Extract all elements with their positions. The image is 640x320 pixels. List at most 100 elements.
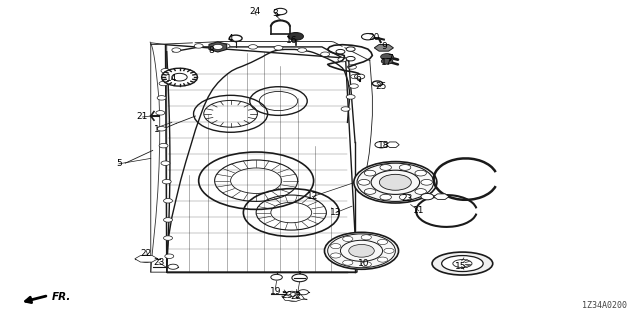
Text: 4: 4 bbox=[228, 35, 234, 44]
Text: 20: 20 bbox=[369, 33, 380, 42]
Circle shape bbox=[159, 81, 168, 86]
Polygon shape bbox=[387, 142, 399, 148]
Circle shape bbox=[375, 141, 388, 148]
Circle shape bbox=[221, 44, 230, 48]
Circle shape bbox=[172, 48, 180, 52]
Text: 23: 23 bbox=[401, 194, 413, 204]
Circle shape bbox=[298, 290, 308, 295]
Text: 19: 19 bbox=[269, 287, 281, 296]
Text: 22: 22 bbox=[141, 249, 152, 258]
Text: 3: 3 bbox=[273, 9, 278, 18]
Circle shape bbox=[161, 161, 170, 165]
Circle shape bbox=[194, 44, 203, 48]
Circle shape bbox=[321, 52, 330, 56]
Circle shape bbox=[384, 248, 394, 253]
Circle shape bbox=[348, 65, 356, 69]
Circle shape bbox=[324, 232, 399, 269]
Polygon shape bbox=[135, 255, 158, 262]
Circle shape bbox=[163, 180, 172, 184]
Text: 1Z34A0200: 1Z34A0200 bbox=[582, 301, 627, 310]
Polygon shape bbox=[374, 44, 394, 51]
Circle shape bbox=[156, 111, 165, 115]
Text: 23: 23 bbox=[281, 291, 292, 300]
Circle shape bbox=[364, 170, 376, 176]
Circle shape bbox=[380, 174, 412, 190]
Text: 21: 21 bbox=[137, 113, 148, 122]
Text: 15: 15 bbox=[455, 262, 467, 271]
Circle shape bbox=[346, 47, 355, 51]
Circle shape bbox=[164, 218, 173, 222]
Circle shape bbox=[331, 253, 341, 258]
Text: 9: 9 bbox=[381, 42, 387, 52]
Text: 7: 7 bbox=[387, 53, 393, 62]
Circle shape bbox=[346, 56, 355, 61]
Circle shape bbox=[378, 257, 388, 262]
Ellipse shape bbox=[442, 256, 483, 271]
Circle shape bbox=[421, 194, 434, 200]
Circle shape bbox=[157, 96, 166, 100]
Circle shape bbox=[288, 33, 303, 40]
Circle shape bbox=[159, 143, 168, 148]
Polygon shape bbox=[282, 294, 304, 301]
Circle shape bbox=[248, 45, 257, 49]
Circle shape bbox=[415, 170, 426, 176]
Circle shape bbox=[381, 58, 393, 64]
Text: 11: 11 bbox=[413, 206, 425, 215]
Text: 16: 16 bbox=[285, 36, 297, 45]
Circle shape bbox=[351, 74, 360, 79]
Circle shape bbox=[358, 180, 370, 185]
Circle shape bbox=[342, 260, 353, 265]
Circle shape bbox=[399, 194, 411, 200]
Circle shape bbox=[274, 8, 287, 15]
Circle shape bbox=[286, 294, 300, 301]
Circle shape bbox=[349, 84, 358, 88]
Circle shape bbox=[355, 74, 365, 79]
Circle shape bbox=[399, 164, 411, 170]
Circle shape bbox=[341, 107, 350, 111]
Circle shape bbox=[380, 194, 392, 200]
Circle shape bbox=[157, 126, 166, 131]
Circle shape bbox=[164, 198, 173, 203]
Circle shape bbox=[140, 255, 154, 262]
Text: 24: 24 bbox=[249, 7, 260, 16]
Circle shape bbox=[380, 164, 392, 170]
Circle shape bbox=[346, 95, 355, 99]
Circle shape bbox=[271, 274, 282, 280]
Text: 13: 13 bbox=[330, 208, 342, 217]
Circle shape bbox=[212, 44, 223, 50]
Polygon shape bbox=[209, 42, 227, 52]
Circle shape bbox=[336, 50, 345, 54]
Text: 2: 2 bbox=[295, 291, 300, 300]
Circle shape bbox=[361, 262, 371, 267]
Text: 10: 10 bbox=[358, 259, 369, 268]
Ellipse shape bbox=[432, 252, 493, 275]
Circle shape bbox=[364, 188, 376, 194]
Text: FR.: FR. bbox=[52, 292, 71, 302]
Circle shape bbox=[338, 57, 347, 62]
Text: 1: 1 bbox=[154, 125, 160, 134]
Circle shape bbox=[164, 236, 173, 240]
Text: 6: 6 bbox=[355, 74, 361, 83]
Text: 5: 5 bbox=[116, 159, 122, 168]
Text: 8: 8 bbox=[209, 45, 214, 55]
Circle shape bbox=[362, 34, 374, 40]
Circle shape bbox=[168, 264, 178, 269]
Circle shape bbox=[415, 188, 426, 194]
Text: 22: 22 bbox=[290, 292, 301, 301]
Polygon shape bbox=[434, 194, 449, 199]
Circle shape bbox=[361, 235, 371, 240]
Circle shape bbox=[331, 244, 341, 249]
Circle shape bbox=[349, 244, 374, 257]
Circle shape bbox=[161, 68, 170, 73]
Circle shape bbox=[287, 291, 297, 296]
Circle shape bbox=[274, 46, 283, 50]
Text: 12: 12 bbox=[307, 192, 318, 201]
Text: 14: 14 bbox=[166, 74, 177, 83]
Text: 25: 25 bbox=[375, 82, 387, 91]
Circle shape bbox=[165, 254, 173, 259]
Text: 23: 23 bbox=[154, 258, 164, 267]
Circle shape bbox=[298, 48, 307, 52]
Text: 18: 18 bbox=[378, 141, 390, 150]
Circle shape bbox=[381, 53, 394, 60]
Circle shape bbox=[378, 239, 388, 244]
